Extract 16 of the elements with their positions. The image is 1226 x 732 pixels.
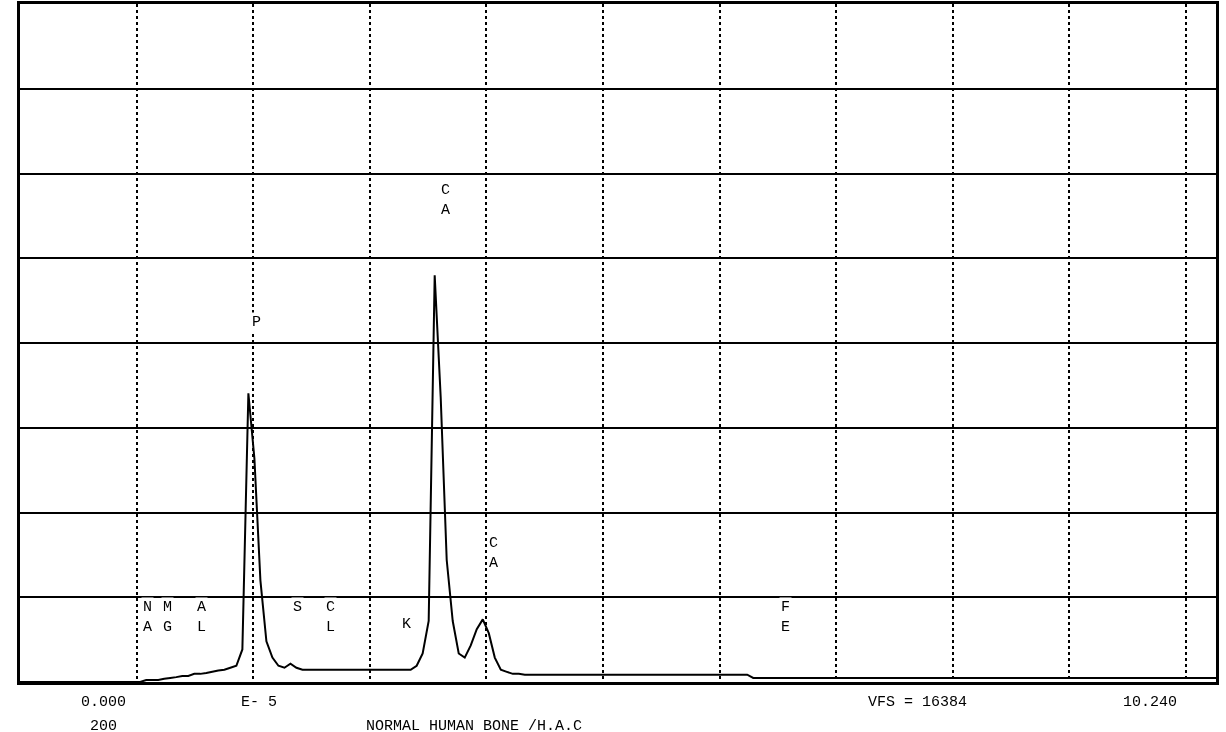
- annotation: MG: [163, 599, 173, 636]
- annotation: K: [402, 616, 412, 633]
- text: NORMAL HUMAN BONE /H.A.C: [366, 718, 583, 732]
- text: CA: [441, 182, 451, 219]
- annotation: NA: [143, 599, 153, 636]
- annotation: CA: [489, 535, 499, 572]
- text: E- 5: [241, 694, 278, 711]
- annotation: S: [293, 599, 303, 616]
- text: 10.240: [1123, 694, 1178, 711]
- text: 0.000: [81, 694, 127, 711]
- annotation: P: [252, 314, 262, 331]
- annotation: AL: [197, 599, 207, 636]
- text: 200: [90, 718, 118, 732]
- annotation: CL: [326, 599, 336, 636]
- text: VFS = 16384: [868, 694, 968, 711]
- annotation: FE: [781, 599, 791, 636]
